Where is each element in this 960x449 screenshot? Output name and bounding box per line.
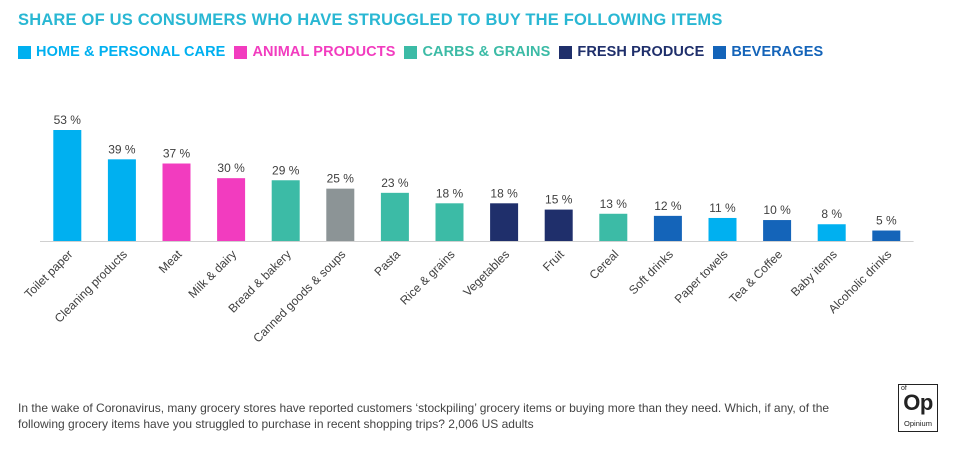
bar — [435, 203, 464, 241]
category-tick-label: Pasta — [371, 247, 403, 279]
legend-swatch — [404, 45, 418, 59]
category-tick-label: Soft drinks — [626, 247, 676, 297]
bar-value-label: 10 % — [763, 203, 791, 217]
category-tick-label: Cereal — [587, 247, 622, 282]
legend-item-home-personal-care: HOME & PERSONAL CARE — [18, 44, 225, 60]
bar — [708, 217, 737, 241]
legend-label: HOME & PERSONAL CARE — [36, 44, 226, 60]
bar-value-label: 23 % — [381, 176, 409, 190]
legend-label: ANIMAL PRODUCTS — [252, 44, 396, 60]
category-tick-label: Tea & Coffee — [726, 247, 785, 306]
bar — [653, 215, 682, 241]
legend-label: BEVERAGES — [731, 44, 824, 60]
category-tick-label: Baby items — [788, 247, 840, 299]
legend: HOME & PERSONAL CARE ANIMAL PRODUCTS CAR… — [18, 44, 832, 60]
legend-label: FRESH PRODUCE — [577, 44, 705, 60]
logo-of-text: of — [901, 385, 907, 392]
category-tick-label: Rice & grains — [397, 247, 457, 307]
category-tick-label: Canned goods & soups — [250, 247, 348, 345]
bar-value-label: 37 % — [163, 147, 191, 161]
footnote: In the wake of Coronavirus, many grocery… — [18, 401, 830, 431]
bar — [872, 230, 901, 241]
bar-value-label: 29 % — [272, 163, 300, 177]
logo-mark: Op — [903, 390, 933, 415]
logo-name: Opinium — [904, 419, 932, 428]
category-tick-label: Milk & dairy — [185, 247, 239, 301]
legend-swatch — [18, 45, 31, 59]
bar — [817, 224, 846, 241]
bar — [271, 180, 300, 241]
legend-label: CARBS & GRAINS — [422, 44, 551, 60]
chart-title: SHARE OF US CONSUMERS WHO HAVE STRUGGLED… — [18, 11, 723, 29]
bar — [162, 163, 191, 241]
legend-swatch — [234, 45, 248, 59]
legend-item-beverages: BEVERAGES — [713, 44, 823, 60]
bar — [599, 213, 628, 241]
bar-value-label: 25 % — [327, 172, 355, 186]
category-tick-label: Vegetables — [460, 247, 512, 299]
bar — [217, 178, 246, 241]
bar-value-label: 30 % — [217, 161, 245, 175]
legend-swatch — [559, 45, 573, 59]
bar-value-label: 18 % — [436, 186, 464, 200]
bar — [544, 209, 573, 241]
bar — [107, 159, 136, 241]
bar-value-label: 39 % — [108, 142, 136, 156]
category-tick-label: Paper towels — [672, 247, 731, 306]
bar — [763, 220, 792, 241]
bar — [490, 203, 519, 241]
bar-value-label: 5 % — [876, 214, 897, 228]
legend-item-animal-products: ANIMAL PRODUCTS — [234, 44, 395, 60]
bar-value-label: 53 % — [54, 113, 82, 127]
legend-item-carbs-grains: CARBS & GRAINS — [404, 44, 550, 60]
opinium-logo: of Op Opinium — [898, 384, 938, 432]
category-tick-label: Fruit — [540, 247, 567, 274]
bar-value-label: 13 % — [600, 197, 628, 211]
bar — [380, 192, 409, 241]
bar-value-label: 18 % — [490, 186, 518, 200]
bar-value-label: 11 % — [709, 201, 736, 215]
legend-item-fresh-produce: FRESH PRODUCE — [559, 44, 704, 60]
bar — [326, 188, 355, 241]
legend-swatch — [713, 45, 727, 59]
bar — [53, 130, 82, 241]
category-tick-label: Toilet paper — [22, 247, 76, 301]
category-tick-label: Meat — [156, 247, 185, 276]
bar-value-label: 12 % — [654, 199, 682, 213]
bar-value-label: 15 % — [545, 193, 573, 207]
bar-value-label: 8 % — [821, 207, 842, 221]
